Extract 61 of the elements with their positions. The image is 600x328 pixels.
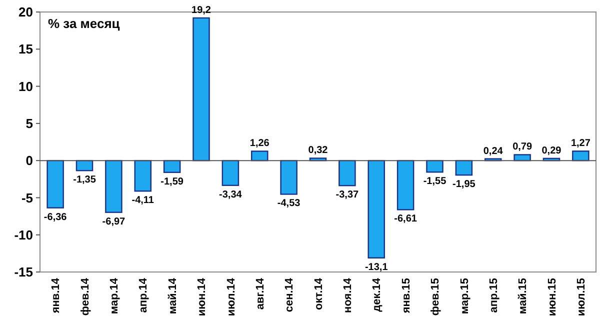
y-tick-label: -5 — [21, 190, 33, 206]
data-label: -6,61 — [394, 214, 418, 225]
data-label: 1,27 — [570, 138, 591, 150]
x-tick-label: апр.14 — [138, 277, 150, 313]
x-tick-label: фев.15 — [430, 278, 442, 316]
data-label: -3,37 — [336, 190, 360, 201]
y-tick-label: 20 — [18, 4, 33, 20]
bar — [222, 160, 240, 186]
data-label: 0,29 — [542, 145, 562, 156]
x-tick-label: май.14 — [166, 277, 179, 314]
bar — [251, 150, 268, 162]
bar — [105, 160, 122, 213]
x-tick-label: июн.15 — [546, 278, 558, 316]
bar — [338, 160, 356, 186]
x-tick-label: окт.14 — [312, 277, 325, 310]
x-tick-label: ноя.14 — [342, 277, 354, 313]
data-label: -1,55 — [423, 176, 447, 188]
data-label: -1,59 — [160, 176, 184, 188]
data-label: -1,35 — [73, 174, 96, 186]
x-tick-label: мар.15 — [458, 278, 471, 314]
x-tick-label: авг.14 — [254, 277, 266, 310]
data-label: -3,34 — [219, 189, 242, 200]
bar — [572, 150, 590, 162]
data-label: -6,97 — [102, 216, 126, 228]
chart-title: % за месяц — [48, 16, 120, 31]
bar — [396, 160, 414, 210]
x-tick-label: янв.15 — [400, 278, 412, 314]
data-label: 19,2 — [192, 4, 212, 16]
data-label: -4,11 — [132, 195, 154, 206]
x-tick-label: сен.14 — [284, 277, 296, 312]
data-label: -6,36 — [44, 212, 68, 223]
bar — [280, 160, 298, 195]
data-label: 0,32 — [308, 145, 328, 156]
x-tick-label: июл.15 — [576, 278, 588, 316]
data-label: -1,95 — [452, 179, 476, 190]
bar — [46, 160, 64, 208]
bar — [163, 160, 181, 173]
x-tick-label: дек.14 — [371, 277, 384, 312]
x-tick-label: мар.14 — [108, 277, 121, 314]
x-tick-label: фев.14 — [79, 277, 92, 316]
bar — [455, 160, 473, 176]
x-tick-label: июн.14 — [196, 277, 208, 316]
bar — [368, 160, 385, 258]
x-tick-label: июл.14 — [225, 277, 238, 316]
data-label: 1,26 — [250, 138, 270, 150]
x-tick-label: май.15 — [517, 278, 530, 314]
bar — [192, 17, 210, 162]
x-tick-label: апр.15 — [488, 278, 500, 313]
bar — [134, 160, 152, 192]
data-label: 0,79 — [512, 142, 532, 153]
y-tick-label: -10 — [14, 227, 33, 242]
x-tick-label: янв.14 — [50, 277, 62, 314]
data-label: -13,1 — [364, 262, 388, 273]
y-tick-label: -15 — [14, 264, 33, 280]
data-label: -4,53 — [277, 198, 301, 210]
y-tick-label: 10 — [18, 78, 33, 94]
y-tick-label: 15 — [18, 42, 33, 57]
y-tick-label: 5 — [26, 116, 33, 131]
y-tick-label: 0 — [26, 153, 33, 168]
data-label: 0,24 — [483, 146, 504, 157]
bar — [426, 160, 444, 173]
